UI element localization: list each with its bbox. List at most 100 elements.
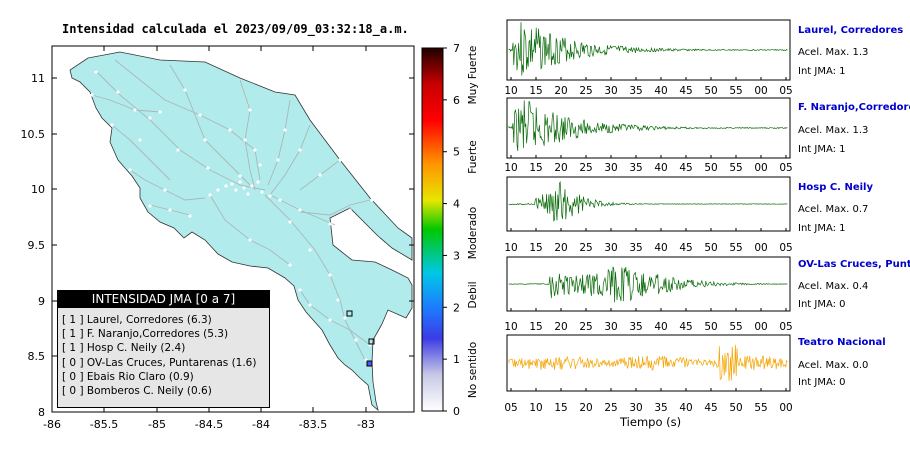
intensity-colorbar: [421, 47, 444, 412]
waveform-tick-label: 15: [529, 242, 542, 254]
waveform-tick-label: 45: [704, 402, 717, 414]
town-dot: [308, 248, 312, 252]
waveform-tick-label: 30: [604, 85, 617, 97]
town-dot: [276, 158, 280, 162]
intensity-legend: INTENSIDAD JMA [0 a 7] [ 1 ] Laurel, Cor…: [57, 290, 270, 408]
waveform-tick-label: 05: [779, 162, 792, 174]
road-line: [111, 124, 171, 181]
town-dot: [298, 288, 302, 292]
waveform-tick-label: 40: [654, 242, 667, 254]
waveform-tick-label: 55: [729, 162, 742, 174]
town-dot: [260, 190, 264, 194]
wf-accel-max: Acel. Max. 0.0: [798, 360, 869, 371]
waveform-tick-label: 30: [604, 321, 617, 333]
town-dot: [188, 214, 192, 218]
town-dot: [246, 192, 250, 196]
waveform-tick-label: 25: [604, 402, 617, 414]
waveform-tick-label: 00: [754, 85, 767, 97]
waveform-tick-label: 15: [529, 321, 542, 333]
town-dot: [283, 128, 287, 132]
waveform-tick-label: 55: [729, 321, 742, 333]
waveform-tick-label: 50: [704, 242, 717, 254]
waveform-tick-label: 55: [754, 402, 767, 414]
road-line: [299, 199, 371, 216]
station-marker-laurel[interactable]: [366, 360, 373, 367]
waveform-tick-label: 20: [554, 85, 567, 97]
town-dot: [268, 194, 272, 198]
waveform-tick-label: 35: [654, 402, 667, 414]
wf-station-name: Hosp C. Neily: [798, 182, 873, 193]
waveform-tick-label: 35: [629, 162, 642, 174]
waveform-tick-label: 45: [679, 242, 692, 254]
road-line: [169, 64, 251, 186]
colorbar-category-label: Muy Fuerte: [467, 46, 479, 105]
town-dot: [198, 113, 202, 117]
waveform-tick-label: 35: [629, 85, 642, 97]
waveform-tick-label: 00: [754, 321, 767, 333]
road-line: [267, 99, 291, 186]
town-dot: [348, 208, 352, 212]
town-dot: [176, 148, 180, 152]
waveform-tick-label: 30: [604, 162, 617, 174]
map-y-tick-label: 11: [31, 72, 45, 85]
waveform-tick-label: 40: [654, 85, 667, 97]
map-y-tick-label: 8.5: [28, 350, 46, 363]
colorbar-tick-label: 7: [453, 42, 460, 55]
road-line: [91, 94, 161, 113]
map-x-tick-label: -85: [148, 418, 166, 431]
town-dot: [203, 138, 207, 142]
waveform-tick-label: 10: [504, 162, 517, 174]
map-y-tick-label: 10.5: [21, 128, 46, 141]
map-x-tick-label: -85.5: [90, 418, 118, 431]
waveform-tick-label: 50: [704, 162, 717, 174]
waveform-tick-label: 20: [554, 242, 567, 254]
waveform-tick-label: 05: [779, 242, 792, 254]
legend-row: [ 0 ] Ebais Rio Claro (0.9): [62, 370, 194, 383]
waveform-tick-label: 15: [529, 162, 542, 174]
wf-station-name: F. Naranjo,Corredores: [798, 102, 910, 113]
town-dot: [238, 180, 242, 184]
waveform-tick-label: 25: [579, 242, 592, 254]
waveform-tick-label: 10: [529, 402, 542, 414]
waveform-tick-label: 25: [579, 321, 592, 333]
town-dot: [338, 158, 342, 162]
town-dot: [308, 303, 312, 307]
waveform-tick-label: 40: [654, 321, 667, 333]
town-dot: [238, 174, 242, 178]
town-dot: [298, 148, 302, 152]
waveform-trace: [508, 22, 788, 76]
town-dot: [370, 198, 374, 202]
town-dot: [148, 204, 152, 208]
waveform-tick-label: 20: [579, 402, 592, 414]
station-marker-hosp-neily[interactable]: [368, 338, 375, 345]
colorbar-category-label: Moderado: [467, 207, 479, 259]
map-x-tick-label: -84.5: [195, 418, 223, 431]
waveform-tick-label: 50: [729, 402, 742, 414]
wf-accel-max: Acel. Max. 0.7: [798, 204, 869, 215]
town-dot: [354, 338, 358, 342]
town-dot: [253, 148, 257, 152]
road-line: [94, 69, 266, 191]
town-dot: [133, 108, 137, 112]
map-x-tick-label: -84: [252, 418, 270, 431]
map-x-tick-label: -86: [43, 418, 61, 431]
waveform-trace: [508, 100, 788, 152]
wf-int-jma: Int JMA: 1: [798, 223, 846, 234]
waveform-tick-label: 50: [704, 321, 717, 333]
waveform-tick-label: 00: [754, 162, 767, 174]
town-dot: [168, 208, 172, 212]
town-dot: [206, 166, 210, 170]
legend-row: [ 0 ] Bomberos C. Neily (0.6): [62, 385, 212, 398]
town-dot: [248, 238, 252, 242]
map-y-tick-label: 8: [38, 406, 45, 419]
station-marker-ov-las-cruces[interactable]: [346, 310, 353, 317]
town-dot: [328, 222, 332, 226]
town-dot: [163, 188, 167, 192]
town-dot: [216, 188, 220, 192]
waveform-tick-label: 30: [629, 402, 642, 414]
town-dot: [256, 180, 260, 184]
colorbar-tick-label: 2: [453, 301, 460, 314]
time-axis-label: Tiempo (s): [620, 415, 682, 429]
waveform-tick-label: 10: [504, 85, 517, 97]
town-dot: [228, 128, 232, 132]
